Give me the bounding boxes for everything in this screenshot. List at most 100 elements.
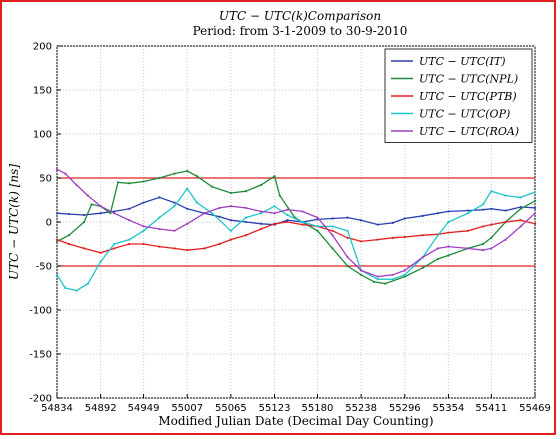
data-point [99,212,102,215]
data-point [504,194,507,197]
data-point [55,212,59,215]
data-point [259,222,263,225]
x-tick-label: 55296 [389,403,421,414]
data-point [286,219,289,222]
data-point [391,236,394,239]
data-point [259,210,263,213]
data-point [403,275,406,278]
data-point [286,220,289,224]
data-point [331,229,334,232]
data-point [259,212,263,215]
data-point [533,190,537,194]
data-point [218,215,221,218]
data-point [331,247,334,250]
data-point [421,256,424,259]
data-point [447,254,450,257]
data-point [346,229,349,232]
data-point [391,273,394,276]
data-point [186,187,189,190]
y-tick-label: 200 [33,42,52,53]
data-point [244,216,248,219]
data-point [466,209,470,212]
data-point [504,220,507,224]
data-point [436,247,439,250]
data-point [90,203,93,206]
data-point [504,238,507,241]
data-point [229,205,232,208]
data-point [391,278,394,281]
data-point [229,191,232,195]
data-point [466,247,470,250]
data-point [376,275,379,278]
data-point [82,220,86,224]
data-point [376,278,379,281]
data-point [158,216,161,219]
data-point [195,201,199,204]
data-point [481,249,485,252]
data-point [447,245,450,248]
data-point [421,266,424,269]
data-point [229,238,232,241]
data-point [113,247,116,250]
data-point [158,196,161,199]
y-tick-label: 150 [33,86,52,97]
data-point [490,236,493,239]
legend-label: UTC − UTC(IT) [419,55,506,68]
data-point [481,242,485,246]
series-line-0 [56,196,536,226]
data-point [481,225,485,228]
x-tick-label: 55411 [475,403,507,414]
series-line-1 [56,170,536,285]
data-point [447,210,450,213]
data-point [173,172,176,175]
data-point [244,206,248,210]
data-point [301,223,304,226]
data-point [346,256,349,259]
data-point [331,234,334,237]
data-point [447,231,450,234]
data-point [186,249,189,252]
data-point [278,194,281,197]
data-point [436,257,439,261]
data-point [173,201,176,204]
data-point [67,234,71,237]
data-point [346,236,349,239]
data-point [186,222,189,225]
y-tick-label: 0 [46,218,52,229]
data-point [519,205,522,209]
data-point [173,205,176,208]
data-point [360,219,363,222]
data-point [519,207,522,210]
data-point [82,213,86,217]
legend: UTC − UTC(IT) UTC − UTC(NPL) UTC − UTC(PTB… [384,48,533,143]
chart-subtitle: Period: from 3-1-2009 to 30-9-2010 [192,24,408,38]
data-point [203,247,206,250]
data-point [376,223,379,226]
data-point [259,227,263,231]
data-point [273,212,276,215]
data-point [173,229,176,232]
data-point [360,240,363,243]
data-point [109,212,112,215]
y-tick-label: -100 [29,306,52,317]
data-point [466,229,470,232]
data-point [67,242,71,246]
data-point [186,169,189,173]
data-point [391,221,394,224]
data-point [55,240,59,243]
data-point [229,219,232,222]
data-point [158,245,161,248]
reference-lines [57,177,535,267]
data-point [195,175,199,178]
data-point [519,219,522,222]
data-point [421,234,424,237]
data-point [82,247,86,250]
data-point [490,190,493,193]
data-point [519,225,522,228]
data-point [142,180,145,183]
data-point [86,282,89,285]
x-tick-label: 55238 [345,403,377,414]
data-point [360,269,363,272]
x-tick-label: 55180 [302,403,334,414]
